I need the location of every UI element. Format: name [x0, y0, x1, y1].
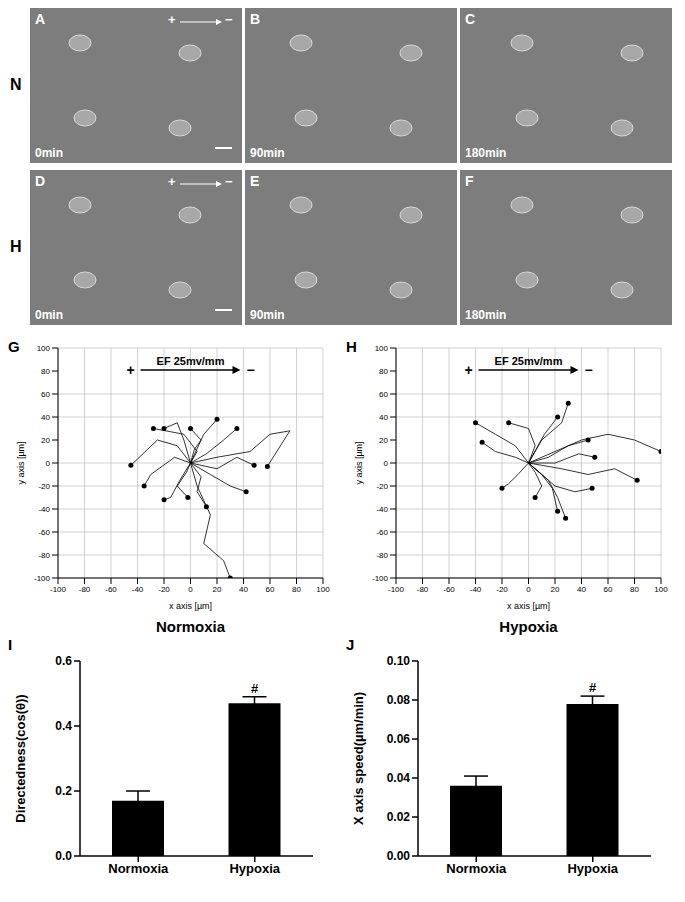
svg-text:#: #	[251, 681, 259, 696]
svg-text:-80: -80	[38, 551, 50, 560]
svg-text:0: 0	[188, 585, 193, 594]
svg-text:60: 60	[604, 585, 613, 594]
html-text:180min: 180min	[465, 146, 507, 160]
svg-text:-40: -40	[470, 585, 482, 594]
svg-text:-20: -20	[376, 482, 388, 491]
html-text:A: A	[35, 11, 46, 27]
svg-text:20: 20	[213, 585, 222, 594]
svg-text:80: 80	[292, 585, 301, 594]
svg-text:-60: -60	[38, 528, 50, 537]
svg-text:x axis [µm]: x axis [µm]	[507, 601, 550, 611]
svg-text:40: 40	[577, 585, 586, 594]
svg-text:-100: -100	[50, 585, 67, 594]
svg-text:0: 0	[526, 585, 531, 594]
svg-text:Hypoxia: Hypoxia	[229, 861, 280, 876]
svg-text:0: 0	[384, 459, 389, 468]
svg-text:-20: -20	[158, 585, 170, 594]
html-text:90min: 90min	[250, 146, 285, 160]
svg-text:-40: -40	[132, 585, 144, 594]
html-text:180min: 180min	[465, 308, 507, 322]
html-text:Hypoxia: Hypoxia	[499, 618, 558, 635]
svg-text:Hypoxia: Hypoxia	[567, 861, 618, 876]
html-text:0min: 0min	[35, 146, 63, 160]
html-text:B: B	[250, 11, 261, 27]
svg-text:-80: -80	[79, 585, 91, 594]
svg-text:y axis [µm]: y axis [µm]	[16, 441, 26, 484]
svg-text:-100: -100	[372, 574, 389, 583]
svg-text:EF 25mv/mm: EF 25mv/mm	[157, 355, 225, 367]
svg-text:EF 25mv/mm: EF 25mv/mm	[495, 355, 563, 367]
html-text:E: E	[250, 173, 260, 189]
svg-text:-80: -80	[376, 551, 388, 560]
svg-text:−: −	[584, 362, 592, 378]
svg-text:0.02: 0.02	[387, 810, 411, 824]
svg-text:40: 40	[379, 413, 388, 422]
svg-text:y axis [µm]: y axis [µm]	[354, 441, 364, 484]
svg-text:-40: -40	[376, 505, 388, 514]
svg-text:0.08: 0.08	[387, 693, 411, 707]
html-text:I: I	[8, 636, 13, 653]
html-text:90min: 90min	[250, 308, 285, 322]
svg-text:100: 100	[375, 344, 389, 353]
svg-text:+: +	[126, 362, 134, 378]
svg-text:-80: -80	[417, 585, 429, 594]
svg-text:-100: -100	[388, 585, 405, 594]
svg-text:60: 60	[266, 585, 275, 594]
html-text:Normoxia: Normoxia	[155, 618, 226, 635]
svg-text:-60: -60	[376, 528, 388, 537]
svg-text:0.6: 0.6	[55, 654, 72, 668]
html-text:G: G	[8, 338, 20, 355]
svg-text:60: 60	[379, 390, 388, 399]
svg-text:0: 0	[46, 459, 51, 468]
svg-text:-40: -40	[38, 505, 50, 514]
svg-text:100: 100	[37, 344, 51, 353]
svg-text:#: #	[589, 680, 597, 695]
svg-text:Normoxia: Normoxia	[446, 861, 507, 876]
svg-text:Directedness(cos(θ)): Directedness(cos(θ))	[13, 694, 28, 822]
svg-text:40: 40	[239, 585, 248, 594]
svg-text:0.06: 0.06	[387, 732, 411, 746]
svg-text:20: 20	[41, 436, 50, 445]
html-text:C: C	[465, 11, 476, 27]
svg-text:20: 20	[551, 585, 560, 594]
svg-text:60: 60	[41, 390, 50, 399]
html-text:F: F	[465, 173, 474, 189]
svg-text:0.2: 0.2	[55, 784, 72, 798]
svg-text:−: −	[246, 362, 254, 378]
html-text:J: J	[346, 636, 355, 653]
svg-text:x axis [µm]: x axis [µm]	[169, 601, 212, 611]
svg-text:20: 20	[379, 436, 388, 445]
svg-text:80: 80	[379, 367, 388, 376]
svg-text:100: 100	[316, 585, 330, 594]
svg-text:80: 80	[630, 585, 639, 594]
svg-text:-20: -20	[38, 482, 50, 491]
svg-text:0.0: 0.0	[55, 849, 72, 863]
svg-text:-60: -60	[105, 585, 117, 594]
html-text:N: N	[10, 76, 22, 93]
html-text:0min: 0min	[35, 308, 63, 322]
svg-text:-60: -60	[443, 585, 455, 594]
svg-text:0.4: 0.4	[55, 719, 72, 733]
svg-text:0.04: 0.04	[387, 771, 411, 785]
svg-text:-100: -100	[34, 574, 51, 583]
svg-text:Normoxia: Normoxia	[108, 861, 169, 876]
svg-text:-20: -20	[496, 585, 508, 594]
svg-text:+: +	[464, 362, 472, 378]
svg-text:0.00: 0.00	[387, 849, 411, 863]
html-text:H: H	[346, 338, 357, 355]
svg-text:80: 80	[41, 367, 50, 376]
svg-text:0.10: 0.10	[387, 654, 411, 668]
svg-text:100: 100	[654, 585, 668, 594]
svg-text:40: 40	[41, 413, 50, 422]
html-text:H: H	[10, 238, 22, 255]
html-text:D: D	[35, 173, 46, 189]
svg-text:X axis speed(µm/min): X axis speed(µm/min)	[351, 692, 366, 825]
